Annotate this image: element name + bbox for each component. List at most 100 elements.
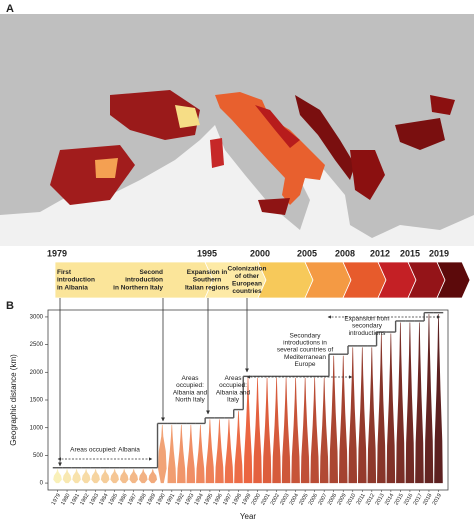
x-tick-label: 1989 [146,493,157,507]
violin [386,333,396,484]
timeline-chevron [436,261,471,299]
panel-label: A [6,3,14,15]
annotation: occupied: [219,382,247,389]
violin [215,419,224,484]
map: A [0,3,474,246]
x-tick-label: 1990 [155,493,166,507]
x-tick-label: 1979 [51,493,62,507]
timeline-event: Colonization [228,265,267,272]
y-tick-label: 1500 [30,398,44,404]
x-tick-label: 2009 [336,493,347,507]
x-tick-label: 2008 [327,493,338,507]
violin [243,377,253,484]
violin [148,469,158,484]
x-tick-label: 2005 [298,493,309,507]
x-tick-label: 2011 [356,493,367,506]
map-region [175,105,200,128]
map-region [95,158,118,178]
timeline-year: 2000 [250,248,270,258]
x-tick-label: 2012 [365,493,376,507]
violin [357,347,367,484]
x-tick-label: 1995 [203,493,214,507]
timeline-event: Southern [193,277,222,284]
x-tick-label: 2006 [308,493,319,507]
annotation: Italy [227,397,240,404]
annotation: North Italy [175,397,205,404]
x-tick-label: 2004 [289,493,300,507]
timeline-event: in Northern Italy [113,284,163,291]
map-france [110,90,200,140]
x-tick-label: 2015 [394,493,405,507]
x-tick-label: 1991 [165,493,176,507]
y-tick-label: 3000 [30,315,44,321]
violin [53,469,62,484]
map-balkans [295,95,355,180]
violin [377,333,386,484]
timeline-year: 2019 [429,248,449,258]
violin [415,322,424,484]
annotation: secondary [352,323,383,330]
x-tick-label: 2001 [260,493,271,507]
violin [291,377,300,484]
timeline-year: 2005 [297,248,317,258]
violin [253,377,262,484]
timeline: 1979 1995 2000 2005 2008 2012 2015 2019 Firstint… [47,248,471,299]
timeline-year: 2008 [335,248,355,258]
map-sea [0,125,474,246]
map-italy [215,92,325,205]
violin [110,469,119,484]
annotation: Albania and [173,389,208,396]
violin [262,377,272,484]
violin [62,469,72,484]
timeline-event: countries [232,288,262,295]
violin [100,469,110,484]
x-tick-label: 1994 [194,493,205,507]
x-tick-label: 1982 [79,493,90,507]
timeline-year: 1995 [197,248,217,258]
annotation: Expansion from [344,316,389,323]
violin [186,424,196,484]
annotation: Albania and [216,389,251,396]
timeline-event: First [57,269,72,276]
x-tick-label: 2010 [346,493,357,507]
timeline-event: in Albania [57,284,88,291]
timeline-event: introduction [57,277,95,284]
map-region [210,138,224,168]
timeline-event: of other [235,273,260,280]
violin [281,377,291,484]
x-tick-label: 2007 [317,493,328,507]
x-tick-label: 2002 [270,493,281,507]
x-tick-label: 1993 [184,493,195,507]
violin [405,322,415,484]
y-tick-label: 2000 [30,370,44,376]
panel-label: B [6,300,14,312]
violin [348,347,358,484]
violin [234,411,243,484]
x-tick-label: 1984 [98,493,109,507]
violin [91,469,100,484]
timeline-year: 2012 [370,248,390,258]
annotation: Areas occupied: Albania [70,447,140,454]
y-tick-label: 2500 [30,342,44,348]
x-tick-label: 1992 [175,493,186,507]
violin [81,469,91,484]
map-greece [350,150,385,200]
x-tick-label: 2014 [384,493,395,507]
x-tick-label: 1997 [222,493,233,507]
timeline-year: 1979 [47,248,67,258]
timeline-event: European [232,281,262,288]
violin [300,377,310,484]
map-region [258,198,290,215]
x-tick-label: 2013 [375,493,386,507]
timeline-event: Expansion in [187,269,227,276]
map-region [255,105,300,148]
violin [157,424,167,484]
timeline-year: 2015 [400,248,420,258]
timeline-event: Italian regions [185,284,229,291]
violin [129,469,139,484]
x-tick-label: 2003 [279,493,290,507]
x-tick-label: 1981 [70,493,81,507]
x-tick-label: 1983 [89,493,100,507]
violin [434,314,443,484]
